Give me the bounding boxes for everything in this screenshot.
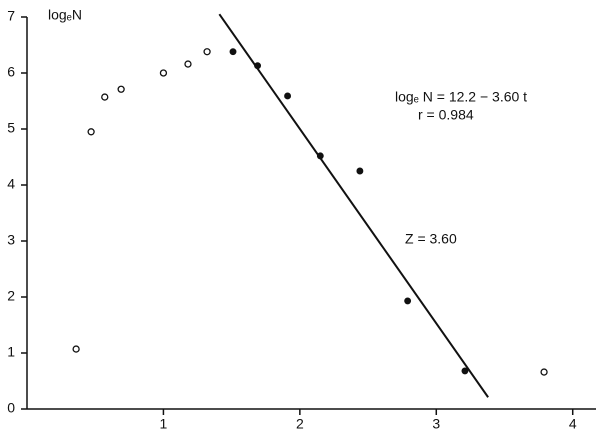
fit-line	[218, 13, 489, 398]
data-point	[404, 297, 412, 305]
y-tick-label: 2	[7, 288, 15, 304]
x-tick-label: 1	[160, 416, 168, 432]
data-point	[540, 368, 548, 376]
data-point	[356, 167, 364, 175]
data-point	[316, 152, 324, 160]
x-tick-label: 4	[569, 416, 577, 432]
y-tick-label: 6	[7, 64, 15, 80]
data-point	[87, 128, 95, 136]
data-point	[159, 69, 168, 77]
data-point	[203, 48, 211, 56]
data-point	[184, 60, 192, 68]
x-tick-label: 2	[296, 416, 304, 432]
annotation: Z = 3.60	[405, 231, 457, 247]
data-point	[284, 92, 292, 100]
y-tick-label: 4	[7, 176, 15, 192]
y-axis-label: logₑN	[48, 7, 82, 23]
data-point	[254, 62, 262, 70]
annotation: r = 0.984	[418, 107, 474, 123]
y-tick-label: 5	[7, 120, 15, 136]
y-tick-label: 7	[7, 8, 15, 24]
data-point	[117, 85, 125, 93]
y-tick-label: 3	[7, 232, 15, 248]
y-tick-label: 0	[7, 400, 15, 416]
data-point	[229, 48, 237, 56]
y-tick-label: 1	[7, 344, 15, 360]
data-point	[72, 345, 80, 353]
data-point	[461, 367, 469, 375]
x-tick-label: 3	[432, 416, 440, 432]
data-point	[101, 93, 109, 101]
annotation: logₑ N = 12.2 − 3.60 t	[395, 89, 527, 105]
